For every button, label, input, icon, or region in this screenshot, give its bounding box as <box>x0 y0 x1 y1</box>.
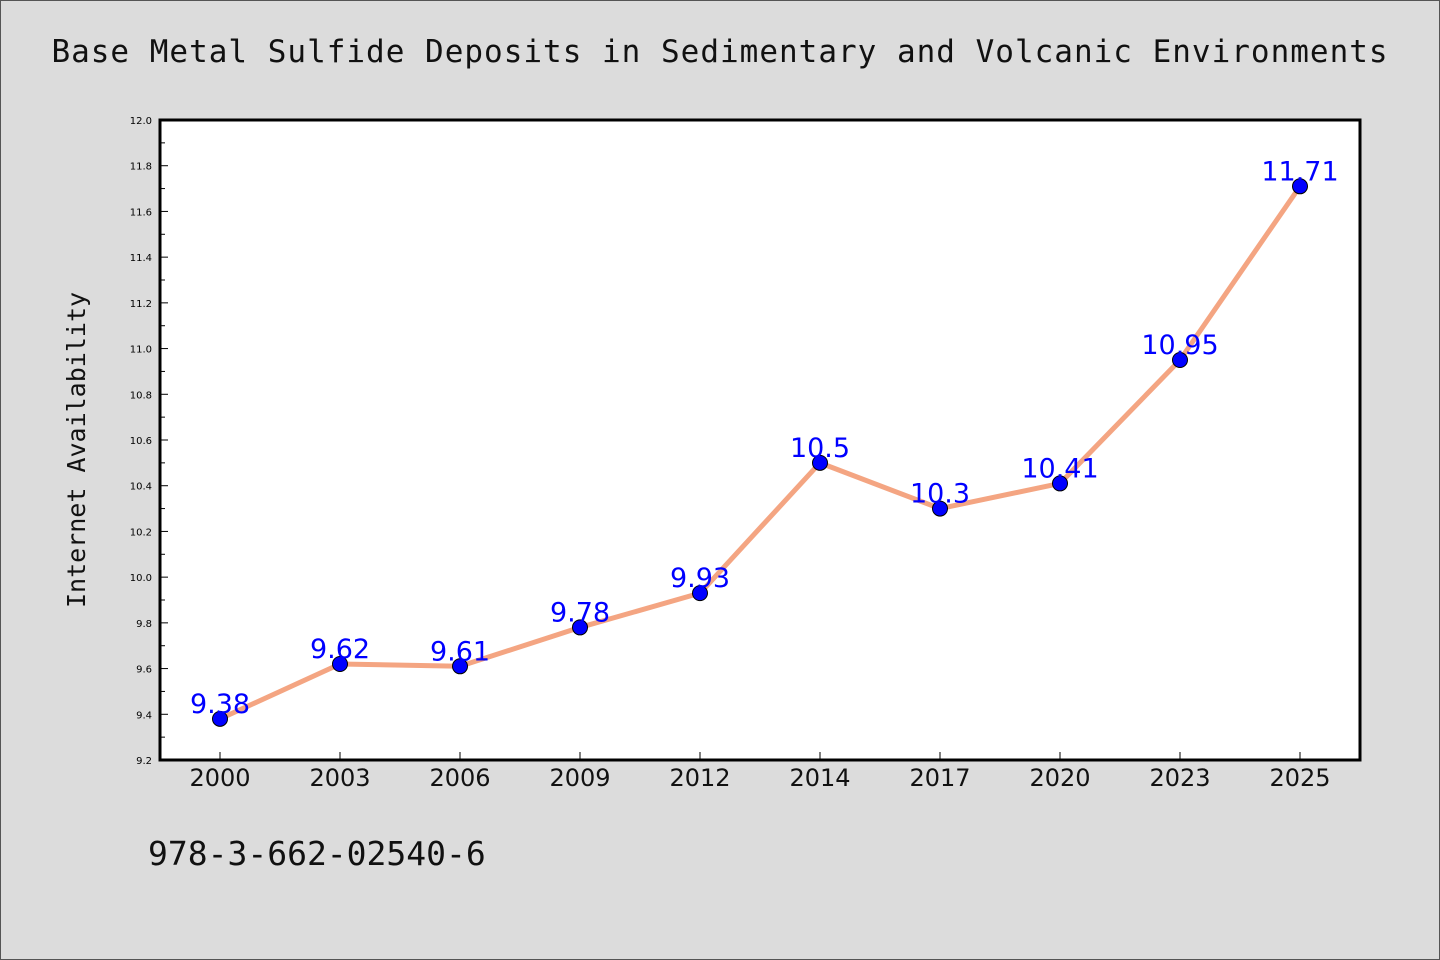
y-tick-label: 10.2 <box>130 527 152 538</box>
x-tick-label: 2012 <box>669 764 730 792</box>
y-tick-label: 11.6 <box>130 207 152 218</box>
data-point <box>332 656 348 672</box>
x-tick-label: 2017 <box>909 764 970 792</box>
y-tick-label: 10.4 <box>130 482 152 493</box>
data-point <box>1052 475 1068 492</box>
x-tick-label: 2000 <box>189 764 250 792</box>
data-label: 9.61 <box>430 636 490 667</box>
plot-area <box>158 118 1362 762</box>
y-tick-label: 9.8 <box>136 619 152 630</box>
isbn-text: 978-3-662-02540-6 <box>148 834 486 873</box>
data-label: 10.5 <box>790 433 850 464</box>
data-label: 9.38 <box>190 689 250 720</box>
x-tick-label: 2014 <box>789 764 850 792</box>
y-tick-label: 9.6 <box>136 665 152 676</box>
data-label: 9.78 <box>550 597 610 628</box>
data-label: 11.71 <box>1261 156 1338 187</box>
data-label: 10.3 <box>910 479 970 510</box>
y-tick-label: 12.0 <box>130 116 152 127</box>
x-tick-label: 2020 <box>1029 764 1090 792</box>
data-point <box>1292 178 1308 195</box>
data-label: 10.41 <box>1021 453 1098 484</box>
y-axis-label: Internet Availability <box>62 292 91 608</box>
x-tick-label: 2003 <box>309 764 370 792</box>
y-tick-label: 10.0 <box>130 573 152 584</box>
y-tick-label: 9.2 <box>136 756 152 767</box>
data-point <box>812 454 828 471</box>
y-tick-label: 10.6 <box>130 436 152 447</box>
x-tick-label: 2023 <box>1149 764 1210 792</box>
data-point <box>692 585 708 602</box>
y-tick-label: 11.2 <box>130 299 152 310</box>
data-point <box>452 658 468 675</box>
data-label: 10.95 <box>1141 330 1218 361</box>
chart-title: Base Metal Sulfide Deposits in Sedimenta… <box>51 34 1389 70</box>
y-tick-label: 11.8 <box>130 162 152 173</box>
data-point <box>212 710 228 727</box>
x-tick-label: 2009 <box>549 764 610 792</box>
data-label: 9.93 <box>670 563 730 594</box>
series-line <box>218 184 1303 722</box>
y-tick-label: 9.4 <box>136 710 152 721</box>
y-tick-label: 11.4 <box>130 253 152 264</box>
x-tick-label: 2006 <box>429 764 490 792</box>
data-label: 9.62 <box>310 634 370 665</box>
data-point <box>1172 352 1188 368</box>
y-tick-label: 11.0 <box>130 345 152 356</box>
y-tick-label: 10.8 <box>130 390 152 401</box>
data-point <box>572 619 588 636</box>
data-point <box>932 500 948 517</box>
x-tick-label: 2025 <box>1269 764 1330 792</box>
